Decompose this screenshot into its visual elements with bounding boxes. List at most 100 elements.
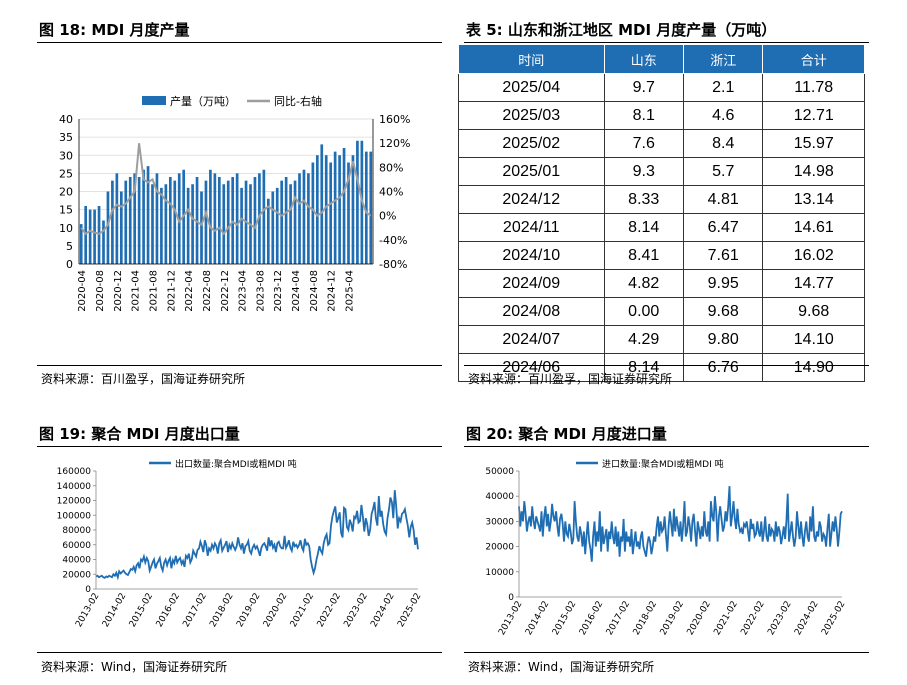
x-tick-label: 2020-08 [95, 270, 106, 312]
y-tick-label: 0 [66, 258, 73, 271]
bar-mark [311, 162, 315, 264]
table-header-row: 时间 山东 浙江 合计 [458, 44, 865, 74]
y-tick-label: 10000 [485, 568, 514, 578]
table5-source: 资料来源：百川盈孚，国海证券研究所 [468, 372, 673, 386]
bar-mark [164, 184, 168, 264]
y-tick-label: 160000 [57, 467, 92, 477]
fig18-chart: 0 5 10 15 20 25 30 35 40 -80% -40% 0% 40% 80% 120% 160%… [59, 94, 410, 312]
table-cell: 7.6 [603, 129, 684, 158]
x-tick-label: 2024-08 [309, 270, 320, 312]
bar-mark [106, 191, 110, 264]
legend-bar-label: 产量（万吨） [170, 94, 236, 108]
bar-mark [191, 184, 194, 264]
table-cell: 2024/06 [458, 353, 605, 382]
table-header-cell: 时间 [458, 44, 605, 74]
table-cell: 14.90 [762, 353, 865, 382]
bar-mark [364, 151, 368, 264]
x-tick-label: 2019-02 [235, 592, 262, 630]
table-row: 2025/02 7.6 8.4 15.97 [458, 129, 865, 158]
y-tick-label: 20000 [62, 570, 91, 580]
bar-mark [204, 180, 208, 264]
y-tick-label: 120000 [57, 497, 92, 507]
table-cell: 4.6 [682, 101, 764, 130]
bar-mark [195, 177, 199, 264]
legend-line-label: 同比-右轴 [274, 94, 322, 108]
bar-mark [356, 140, 359, 264]
x-tick-label: 2022-02 [739, 600, 766, 638]
x-tick-label: 2020-04 [77, 270, 88, 312]
table-header-cell: 山东 [603, 44, 684, 74]
table-cell: 11.78 [762, 73, 865, 102]
fig20-chart: 0 10000 20000 30000 40000 50000 2013-02 2014-02… [485, 458, 847, 638]
table-cell: 2.1 [682, 73, 764, 102]
bar-mark [320, 144, 324, 264]
table-cell: 9.68 [762, 297, 865, 326]
legend-label: 出口数量:聚合MDI或粗MDI 吨 [175, 458, 297, 470]
table-cell: 2024/08 [458, 297, 605, 326]
table-cell: 8.4 [682, 129, 764, 158]
bar-mark [177, 173, 181, 264]
x-tick-label: 2023-04 [238, 270, 249, 312]
y2-tick-label: 0% [379, 210, 396, 223]
bar-mark [235, 173, 239, 264]
y-tick-label: 50000 [485, 467, 514, 477]
fig19-bottom-rule [37, 652, 442, 653]
bar-mark [293, 180, 297, 264]
x-tick-label: 2020-02 [686, 600, 713, 638]
x-tick-label: 2022-12 [220, 270, 231, 312]
fig19-title-rule [37, 446, 442, 447]
table-cell: 2025/01 [458, 157, 605, 186]
table5-title: 表 5: 山东和浙江地区 MDI 月度产量（万吨） [466, 21, 777, 39]
x-tick-label: 2024-04 [291, 270, 302, 312]
table-cell: 8.14 [603, 213, 684, 242]
x-tick-label: 2015-02 [128, 592, 155, 630]
table-cell: 9.7 [603, 73, 684, 102]
table-cell: 2024/12 [458, 185, 605, 214]
x-tick-label: 2022-08 [202, 270, 213, 312]
bar-mark [213, 173, 217, 264]
series-line [518, 486, 843, 562]
table-cell: 2025/02 [458, 129, 605, 158]
x-tick-label: 2025-02 [396, 592, 423, 630]
bar-mark [253, 177, 257, 264]
bar-mark [111, 180, 114, 264]
bar-mark [333, 151, 337, 264]
table-row: 2024/12 8.33 4.81 13.14 [458, 185, 865, 214]
y-tick-label: 80000 [62, 526, 91, 536]
table-cell: 2024/11 [458, 213, 605, 242]
table-cell: 2025/03 [458, 101, 605, 130]
fig18-title-rule [37, 42, 442, 43]
y-tick-label: 20000 [485, 543, 514, 553]
bar-mark [324, 155, 328, 264]
bar-mark [142, 169, 145, 264]
legend-label: 进口数量:聚合MDI或粗MDI 吨 [602, 458, 724, 470]
table-cell: 6.76 [682, 353, 764, 382]
table-row: 2025/04 9.7 2.1 11.78 [458, 73, 865, 102]
bar-mark [93, 209, 96, 264]
legend-bar-swatch [142, 96, 166, 105]
y-tick-label: 140000 [57, 482, 92, 492]
bar-mark [271, 191, 275, 264]
fig20-bottom-rule [464, 652, 869, 653]
bar-mark [258, 173, 261, 264]
table-cell: 2024/07 [458, 325, 605, 354]
table-cell: 5.7 [682, 157, 764, 186]
bar-mark [119, 191, 123, 264]
bar-mark [342, 148, 346, 264]
bar-mark [275, 187, 279, 264]
x-tick-label: 2024-12 [327, 270, 338, 312]
fig18-source: 资料来源：百川盈孚，国海证券研究所 [41, 372, 246, 386]
bar-mark [240, 187, 243, 264]
table-cell: 8.1 [603, 101, 684, 130]
bar-mark [133, 173, 137, 264]
y-tick-label: 10 [59, 222, 73, 235]
y-tick-label: 35 [59, 131, 73, 144]
table5-title-rule [464, 42, 869, 43]
table-row: 2025/01 9.3 5.7 14.98 [458, 157, 865, 186]
x-tick-label: 2021-04 [131, 270, 142, 312]
fig18-title: 图 18: MDI 月度产量 [39, 21, 190, 39]
table-row: 2024/08 0.00 9.68 9.68 [458, 297, 865, 326]
bar-mark [146, 166, 150, 264]
table-cell: 4.82 [603, 269, 684, 298]
fig19-title: 图 19: 聚合 MDI 月度出口量 [39, 425, 240, 443]
